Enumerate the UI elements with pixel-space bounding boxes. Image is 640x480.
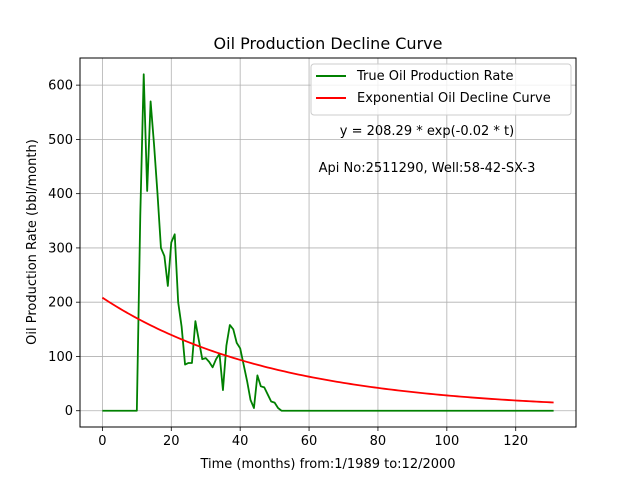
y-tick-label: 0 [65, 404, 73, 419]
y-tick-label: 500 [48, 133, 73, 148]
x-axis-label: Time (months) from:1/1989 to:12/2000 [199, 457, 455, 472]
legend-label-true-rate: True Oil Production Rate [356, 69, 513, 84]
x-tick-label: 0 [98, 434, 106, 449]
equation-annotation: y = 208.29 * exp(-0.02 * t) [340, 124, 514, 139]
y-tick-label: 300 [48, 241, 73, 256]
x-tick-label: 120 [503, 434, 528, 449]
x-tick-label: 40 [232, 434, 249, 449]
legend-label-decline-curve: Exponential Oil Decline Curve [357, 91, 551, 106]
series-lines [101, 73, 554, 412]
y-axis-label: Oil Production Rate (bbl/month) [25, 139, 40, 345]
well-annotation: Api No:2511290, Well:58-42-SX-3 [319, 161, 536, 176]
series-line-decline-curve [101, 296, 554, 404]
y-tick-label: 400 [48, 187, 73, 202]
x-tick-label: 60 [301, 434, 318, 449]
plot-frame [79, 57, 577, 428]
x-tick-label: 80 [370, 434, 387, 449]
legend-box [310, 63, 572, 116]
chart-title: Oil Production Decline Curve [214, 34, 443, 53]
y-tick-label: 600 [48, 79, 73, 94]
y-tick-label: 100 [48, 350, 73, 365]
axis-ticks: 0 20 40 60 80 100 120 0 100 200 300 400 500 600 [48, 79, 528, 449]
x-tick-label: 100 [434, 434, 459, 449]
x-tick-label: 20 [163, 434, 180, 449]
y-tick-label: 200 [48, 296, 73, 311]
series-line-true-rate [102, 73, 554, 412]
legend: True Oil Production Rate Exponential Oil… [310, 63, 572, 116]
